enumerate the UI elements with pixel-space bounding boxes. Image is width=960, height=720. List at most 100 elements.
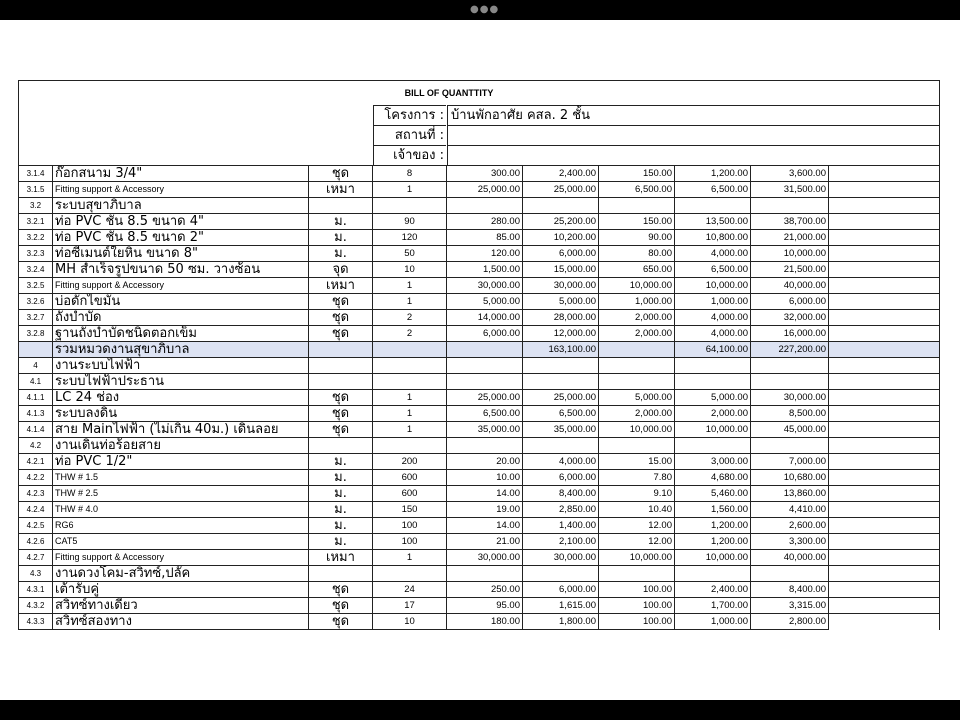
grand-total: 32,000.00 — [750, 309, 829, 326]
item-quantity — [372, 373, 447, 390]
material-unit-price: 95.00 — [446, 597, 523, 614]
labor-total: 3,000.00 — [674, 453, 751, 470]
labor-unit-price: 650.00 — [598, 261, 675, 278]
item-code: 4.3.1 — [18, 581, 53, 598]
labor-unit-price: 9.10 — [598, 485, 675, 502]
grand-total: 3,300.00 — [750, 533, 829, 550]
table-row: 4.2.6 CAT5 ม. 100 21.00 2,100.00 12.00 1,200.00… — [18, 533, 940, 550]
material-unit-price: 1,500.00 — [446, 261, 523, 278]
boq-table: 3.1.4 ก๊อกสนาม 3/4" ชุด 8 300.00 2,400.00 150.… — [18, 165, 940, 630]
info-owner: เจ้าของ : — [18, 145, 940, 166]
empty-cell — [828, 261, 940, 278]
info-project: โครงการ : บ้านพักอาศัย คสล. 2 ชั้น — [18, 105, 940, 126]
material-total: 35,000.00 — [522, 421, 599, 438]
material-total: 8,400.00 — [522, 485, 599, 502]
item-quantity: 1 — [372, 293, 447, 310]
grand-total: 4,410.00 — [750, 501, 829, 518]
sheet-title: BILL OF QUANTTITY — [18, 80, 940, 105]
item-description: ท่อ PVC ชั้น 8.5 ขนาด 4" — [52, 213, 309, 230]
labor-unit-price: 10.40 — [598, 501, 675, 518]
item-code: 3.2.3 — [18, 245, 53, 262]
item-code: 3.2 — [18, 197, 53, 214]
labor-total: 10,800.00 — [674, 229, 751, 246]
item-code: 4.1.4 — [18, 421, 53, 438]
labor-total: 2,400.00 — [674, 581, 751, 598]
labor-total: 13,500.00 — [674, 213, 751, 230]
grand-total: 40,000.00 — [750, 549, 829, 566]
item-code: 4.2.4 — [18, 501, 53, 518]
item-quantity: 1 — [372, 389, 447, 406]
material-unit-price: 10.00 — [446, 469, 523, 486]
table-row: 3.2.8 ฐานถังบำบัดชนิดตอกเข็ม ชุด 2 6,000.00 1… — [18, 325, 940, 342]
labor-unit-price: 10,000.00 — [598, 421, 675, 438]
grand-total: 21,500.00 — [750, 261, 829, 278]
material-unit-price: 120.00 — [446, 245, 523, 262]
grand-total — [750, 373, 829, 390]
labor-unit-price — [598, 437, 675, 454]
labor-unit-price: 6,500.00 — [598, 181, 675, 198]
table-row: 4.2.3 THW # 2.5 ม. 600 14.00 8,400.00 9.10 5,46… — [18, 485, 940, 502]
item-quantity: 8 — [372, 165, 447, 182]
item-quantity: 10 — [372, 613, 447, 630]
labor-unit-price — [598, 341, 675, 358]
item-code: 4.2.6 — [18, 533, 53, 550]
item-code: 3.1.5 — [18, 181, 53, 198]
item-unit — [308, 341, 373, 358]
item-quantity: 10 — [372, 261, 447, 278]
item-quantity — [372, 565, 447, 582]
labor-total: 1,700.00 — [674, 597, 751, 614]
info-value — [447, 145, 939, 166]
item-description: THW # 1.5 — [52, 469, 309, 486]
table-row: 3.1.4 ก๊อกสนาม 3/4" ชุด 8 300.00 2,400.00 150.… — [18, 165, 940, 182]
item-unit: จุด — [308, 261, 373, 278]
grand-total — [750, 357, 829, 374]
grand-total: 6,000.00 — [750, 293, 829, 310]
item-quantity: 2 — [372, 325, 447, 342]
item-code: 4.2.5 — [18, 517, 53, 534]
empty-cell — [828, 581, 940, 598]
material-total: 25,200.00 — [522, 213, 599, 230]
empty-cell — [828, 533, 940, 550]
item-description: สวิทซ์ทางเดียว — [52, 597, 309, 614]
material-total: 28,000.00 — [522, 309, 599, 326]
item-description: ท่อ PVC ชั้น 8.5 ขนาด 2" — [52, 229, 309, 246]
grand-total: 2,600.00 — [750, 517, 829, 534]
material-total — [522, 437, 599, 454]
info-value: บ้านพักอาศัย คสล. 2 ชั้น — [447, 105, 939, 126]
material-unit-price: 20.00 — [446, 453, 523, 470]
item-code: 4.1.3 — [18, 405, 53, 422]
empty-cell — [828, 293, 940, 310]
labor-total: 1,000.00 — [674, 613, 751, 630]
empty-cell — [828, 501, 940, 518]
empty-cell — [828, 325, 940, 342]
material-total: 2,100.00 — [522, 533, 599, 550]
table-row: 4.2.4 THW # 4.0 ม. 150 19.00 2,850.00 10.40 1,5… — [18, 501, 940, 518]
more-dots-icon[interactable]: ●●● — [470, 4, 500, 15]
table-row: 4.1.1 LC 24 ช่อง ชุด 1 25,000.00 25,000.00 5,0… — [18, 389, 940, 406]
item-code — [18, 341, 53, 358]
item-description: RG6 — [52, 517, 309, 534]
item-quantity: 150 — [372, 501, 447, 518]
item-unit — [308, 437, 373, 454]
item-unit — [308, 357, 373, 374]
item-unit: ชุด — [308, 309, 373, 326]
item-code: 4.2 — [18, 437, 53, 454]
item-quantity: 90 — [372, 213, 447, 230]
labor-unit-price — [598, 357, 675, 374]
summary-row: รวมหมวดงานสุขาภิบาล 163,100.00 64,100.00 22… — [18, 341, 940, 358]
item-description: ถังบำบัด — [52, 309, 309, 326]
item-unit: ชุด — [308, 613, 373, 630]
labor-unit-price: 80.00 — [598, 245, 675, 262]
item-unit: เหมา — [308, 181, 373, 198]
item-description: THW # 2.5 — [52, 485, 309, 502]
item-unit: ชุด — [308, 165, 373, 182]
item-unit: เหมา — [308, 277, 373, 294]
info-label: เจ้าของ : — [373, 145, 446, 165]
labor-unit-price: 2,000.00 — [598, 309, 675, 326]
item-description: THW # 4.0 — [52, 501, 309, 518]
empty-cell — [828, 565, 940, 582]
material-total: 25,000.00 — [522, 181, 599, 198]
material-total — [522, 565, 599, 582]
material-unit-price: 14.00 — [446, 485, 523, 502]
item-description: CAT5 — [52, 533, 309, 550]
